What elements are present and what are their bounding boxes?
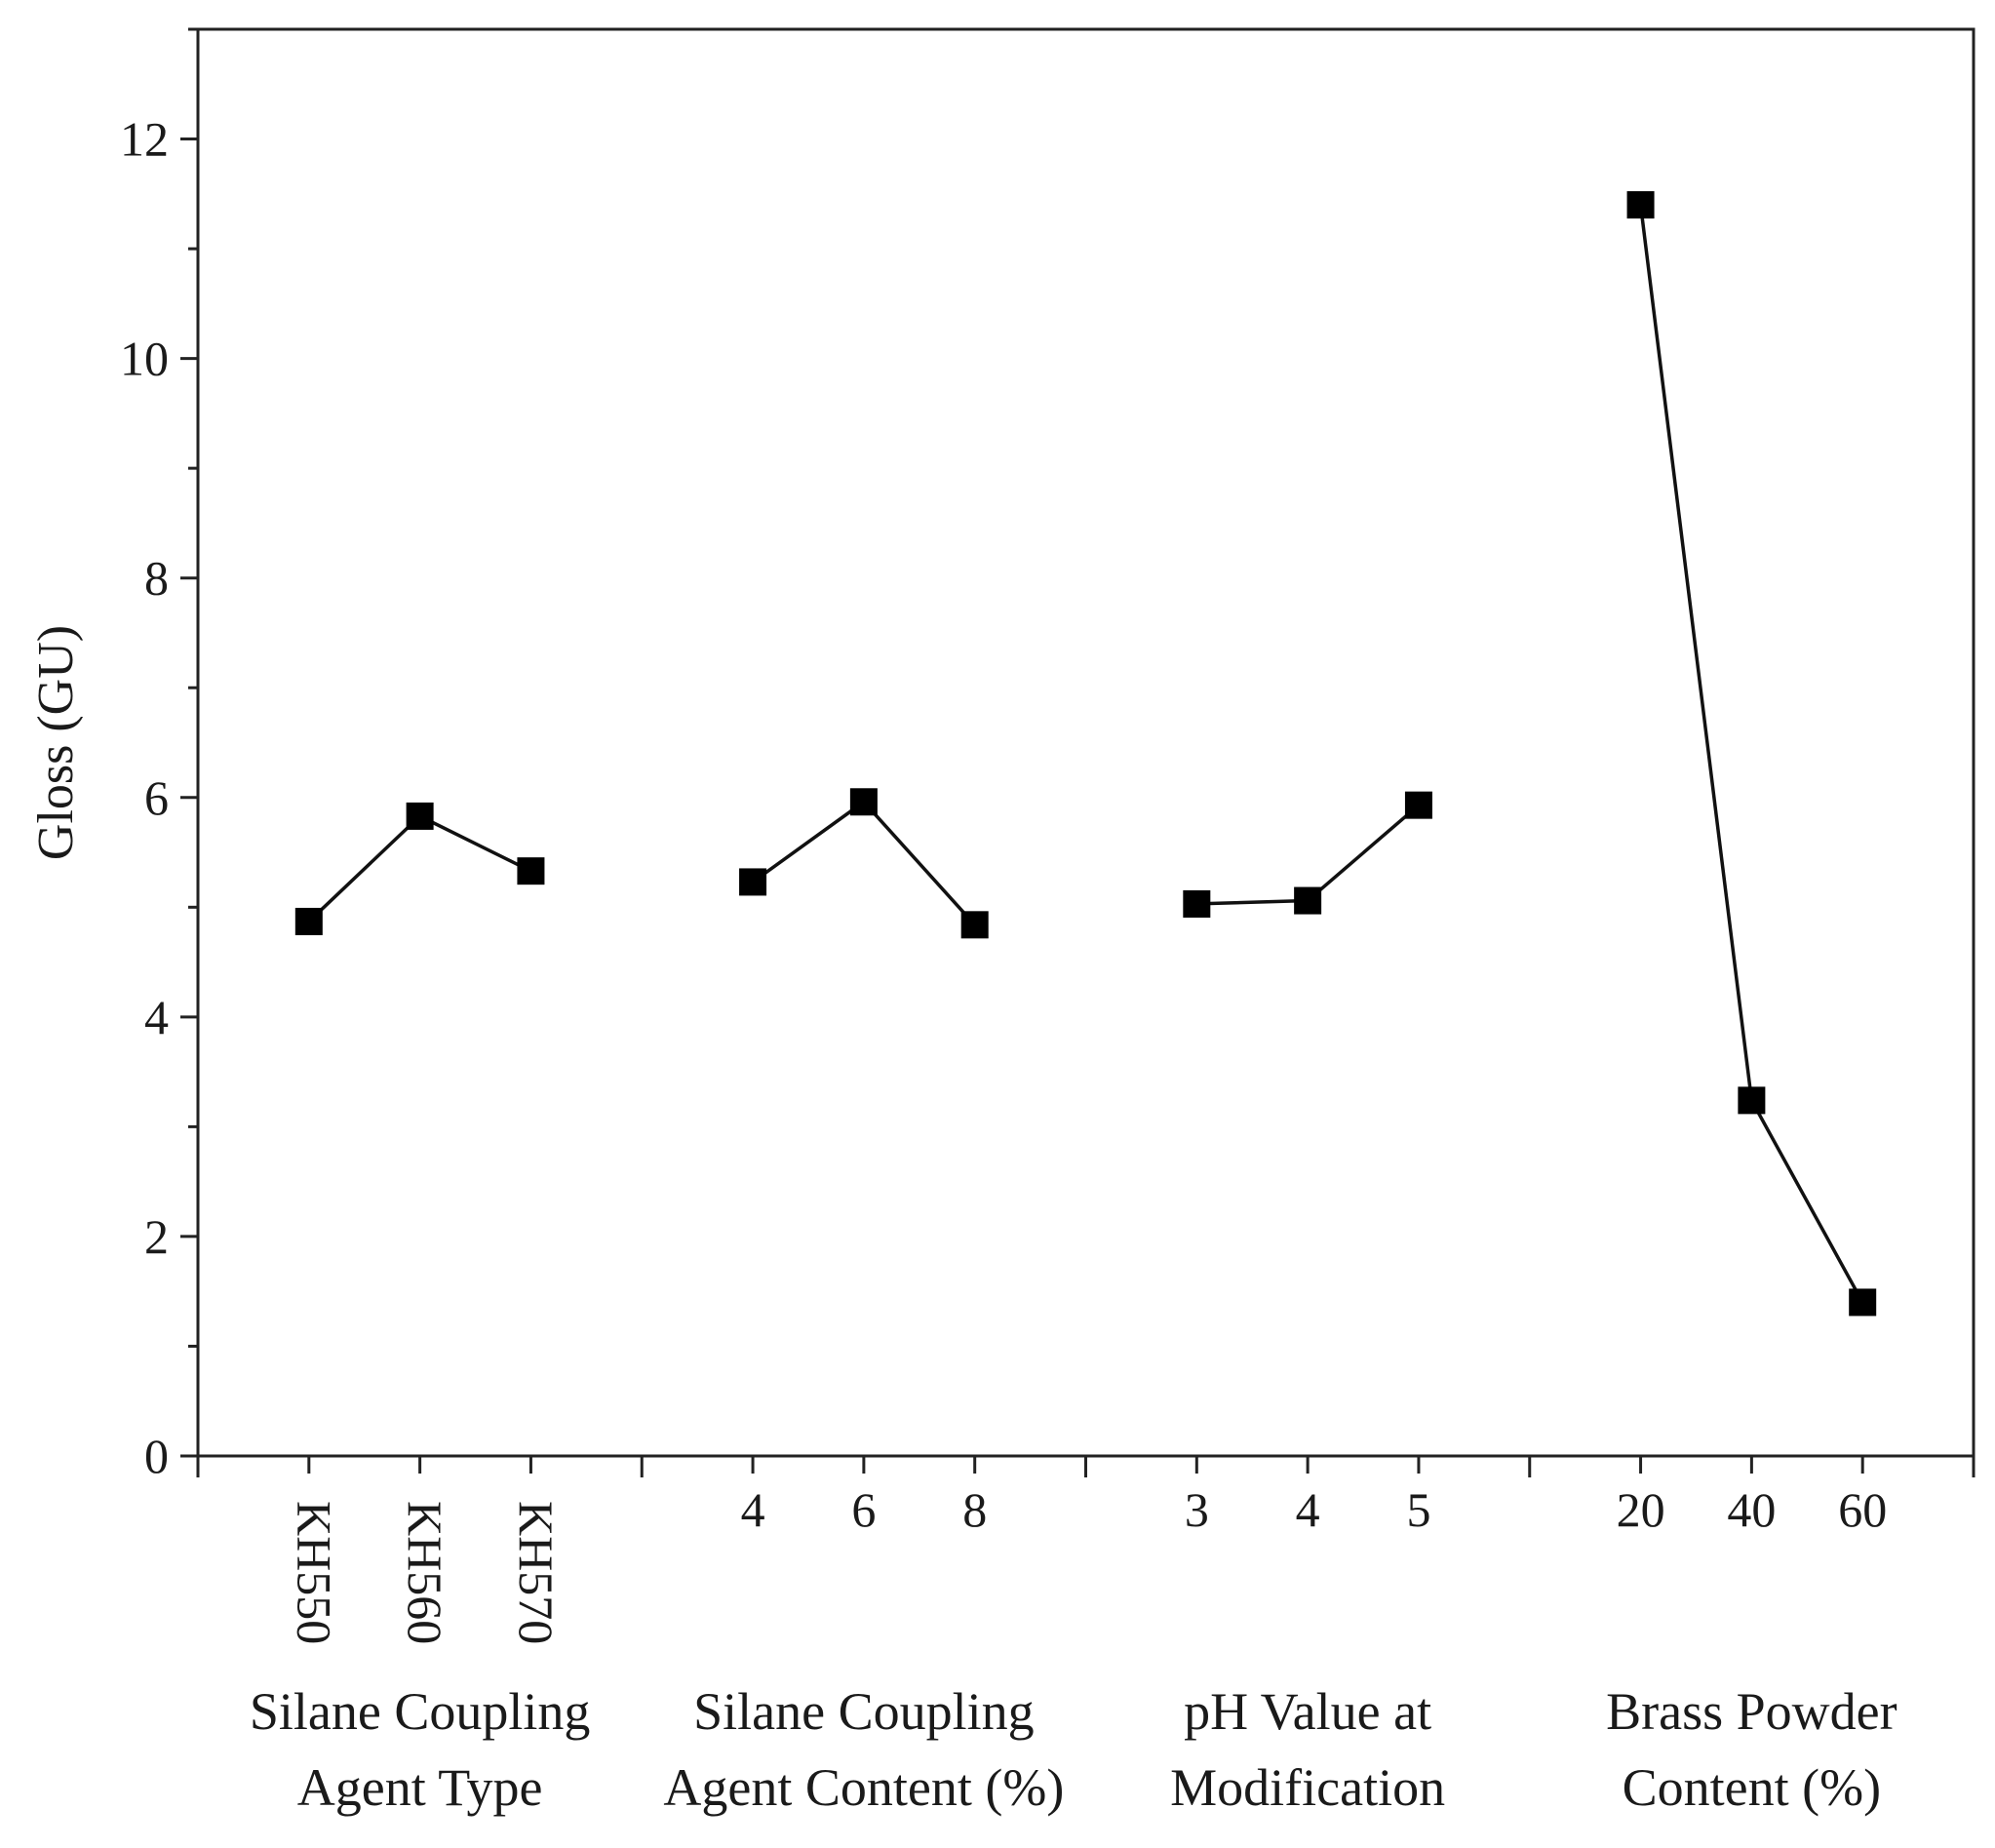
data-point-marker xyxy=(294,907,323,935)
x-category-label: 4 xyxy=(1296,1482,1320,1537)
group-title-line: Brass Powder xyxy=(1606,1682,1897,1741)
x-category-label: 6 xyxy=(851,1482,876,1537)
data-point-marker xyxy=(1183,889,1211,918)
group-title-line: Content (%) xyxy=(1623,1758,1881,1817)
data-point-marker xyxy=(1626,191,1655,219)
x-category-label: 60 xyxy=(1838,1482,1887,1537)
y-tick-label: 10 xyxy=(120,332,169,386)
series xyxy=(294,191,1877,1317)
group-title-line: Silane Coupling xyxy=(250,1682,591,1741)
x-category-label: 40 xyxy=(1727,1482,1776,1537)
x-category-label: KH560 xyxy=(398,1501,452,1644)
y-tick-label: 6 xyxy=(144,770,169,825)
x-category-label: 5 xyxy=(1406,1482,1430,1537)
y-tick-label: 8 xyxy=(144,551,169,606)
group-title-line: pH Value at xyxy=(1184,1682,1431,1741)
x-category-label: 20 xyxy=(1617,1482,1665,1537)
data-point-marker xyxy=(1849,1288,1877,1317)
x-category-label: 3 xyxy=(1185,1482,1209,1537)
y-tick-label: 0 xyxy=(144,1429,169,1483)
y-tick-label: 4 xyxy=(144,990,169,1044)
data-point-marker xyxy=(1738,1086,1766,1115)
series-line-2 xyxy=(752,799,976,926)
x-category-label: 4 xyxy=(741,1482,765,1537)
y-tick-label: 12 xyxy=(120,112,169,167)
group-title-line: Agent Content (%) xyxy=(663,1758,1064,1817)
data-point-marker xyxy=(1294,886,1322,915)
data-point-marker xyxy=(406,802,434,830)
y-axis-label: Gloss (GU) xyxy=(28,625,84,860)
labels: 0 2 4 6 8 10 12 Gloss (GU) KH550 KH560 KH570 Silane… xyxy=(28,112,1897,1817)
x-category-label: KH550 xyxy=(287,1501,341,1644)
group-title-line: Agent Type xyxy=(297,1758,543,1817)
x-category-label: KH570 xyxy=(509,1501,564,1644)
series-line-1 xyxy=(307,813,532,924)
data-point-marker xyxy=(960,911,989,939)
data-point-marker xyxy=(517,857,545,885)
data-point-marker xyxy=(1404,791,1432,819)
data-point-marker xyxy=(739,868,767,896)
data-point-marker xyxy=(849,788,878,816)
axes xyxy=(180,27,1975,1477)
series-line-4 xyxy=(1638,204,1864,1304)
group-title-line: Modification xyxy=(1170,1758,1445,1817)
group-title-line: Silane Coupling xyxy=(693,1682,1035,1741)
x-category-label: 8 xyxy=(962,1482,987,1537)
y-tick-label: 2 xyxy=(144,1209,169,1264)
